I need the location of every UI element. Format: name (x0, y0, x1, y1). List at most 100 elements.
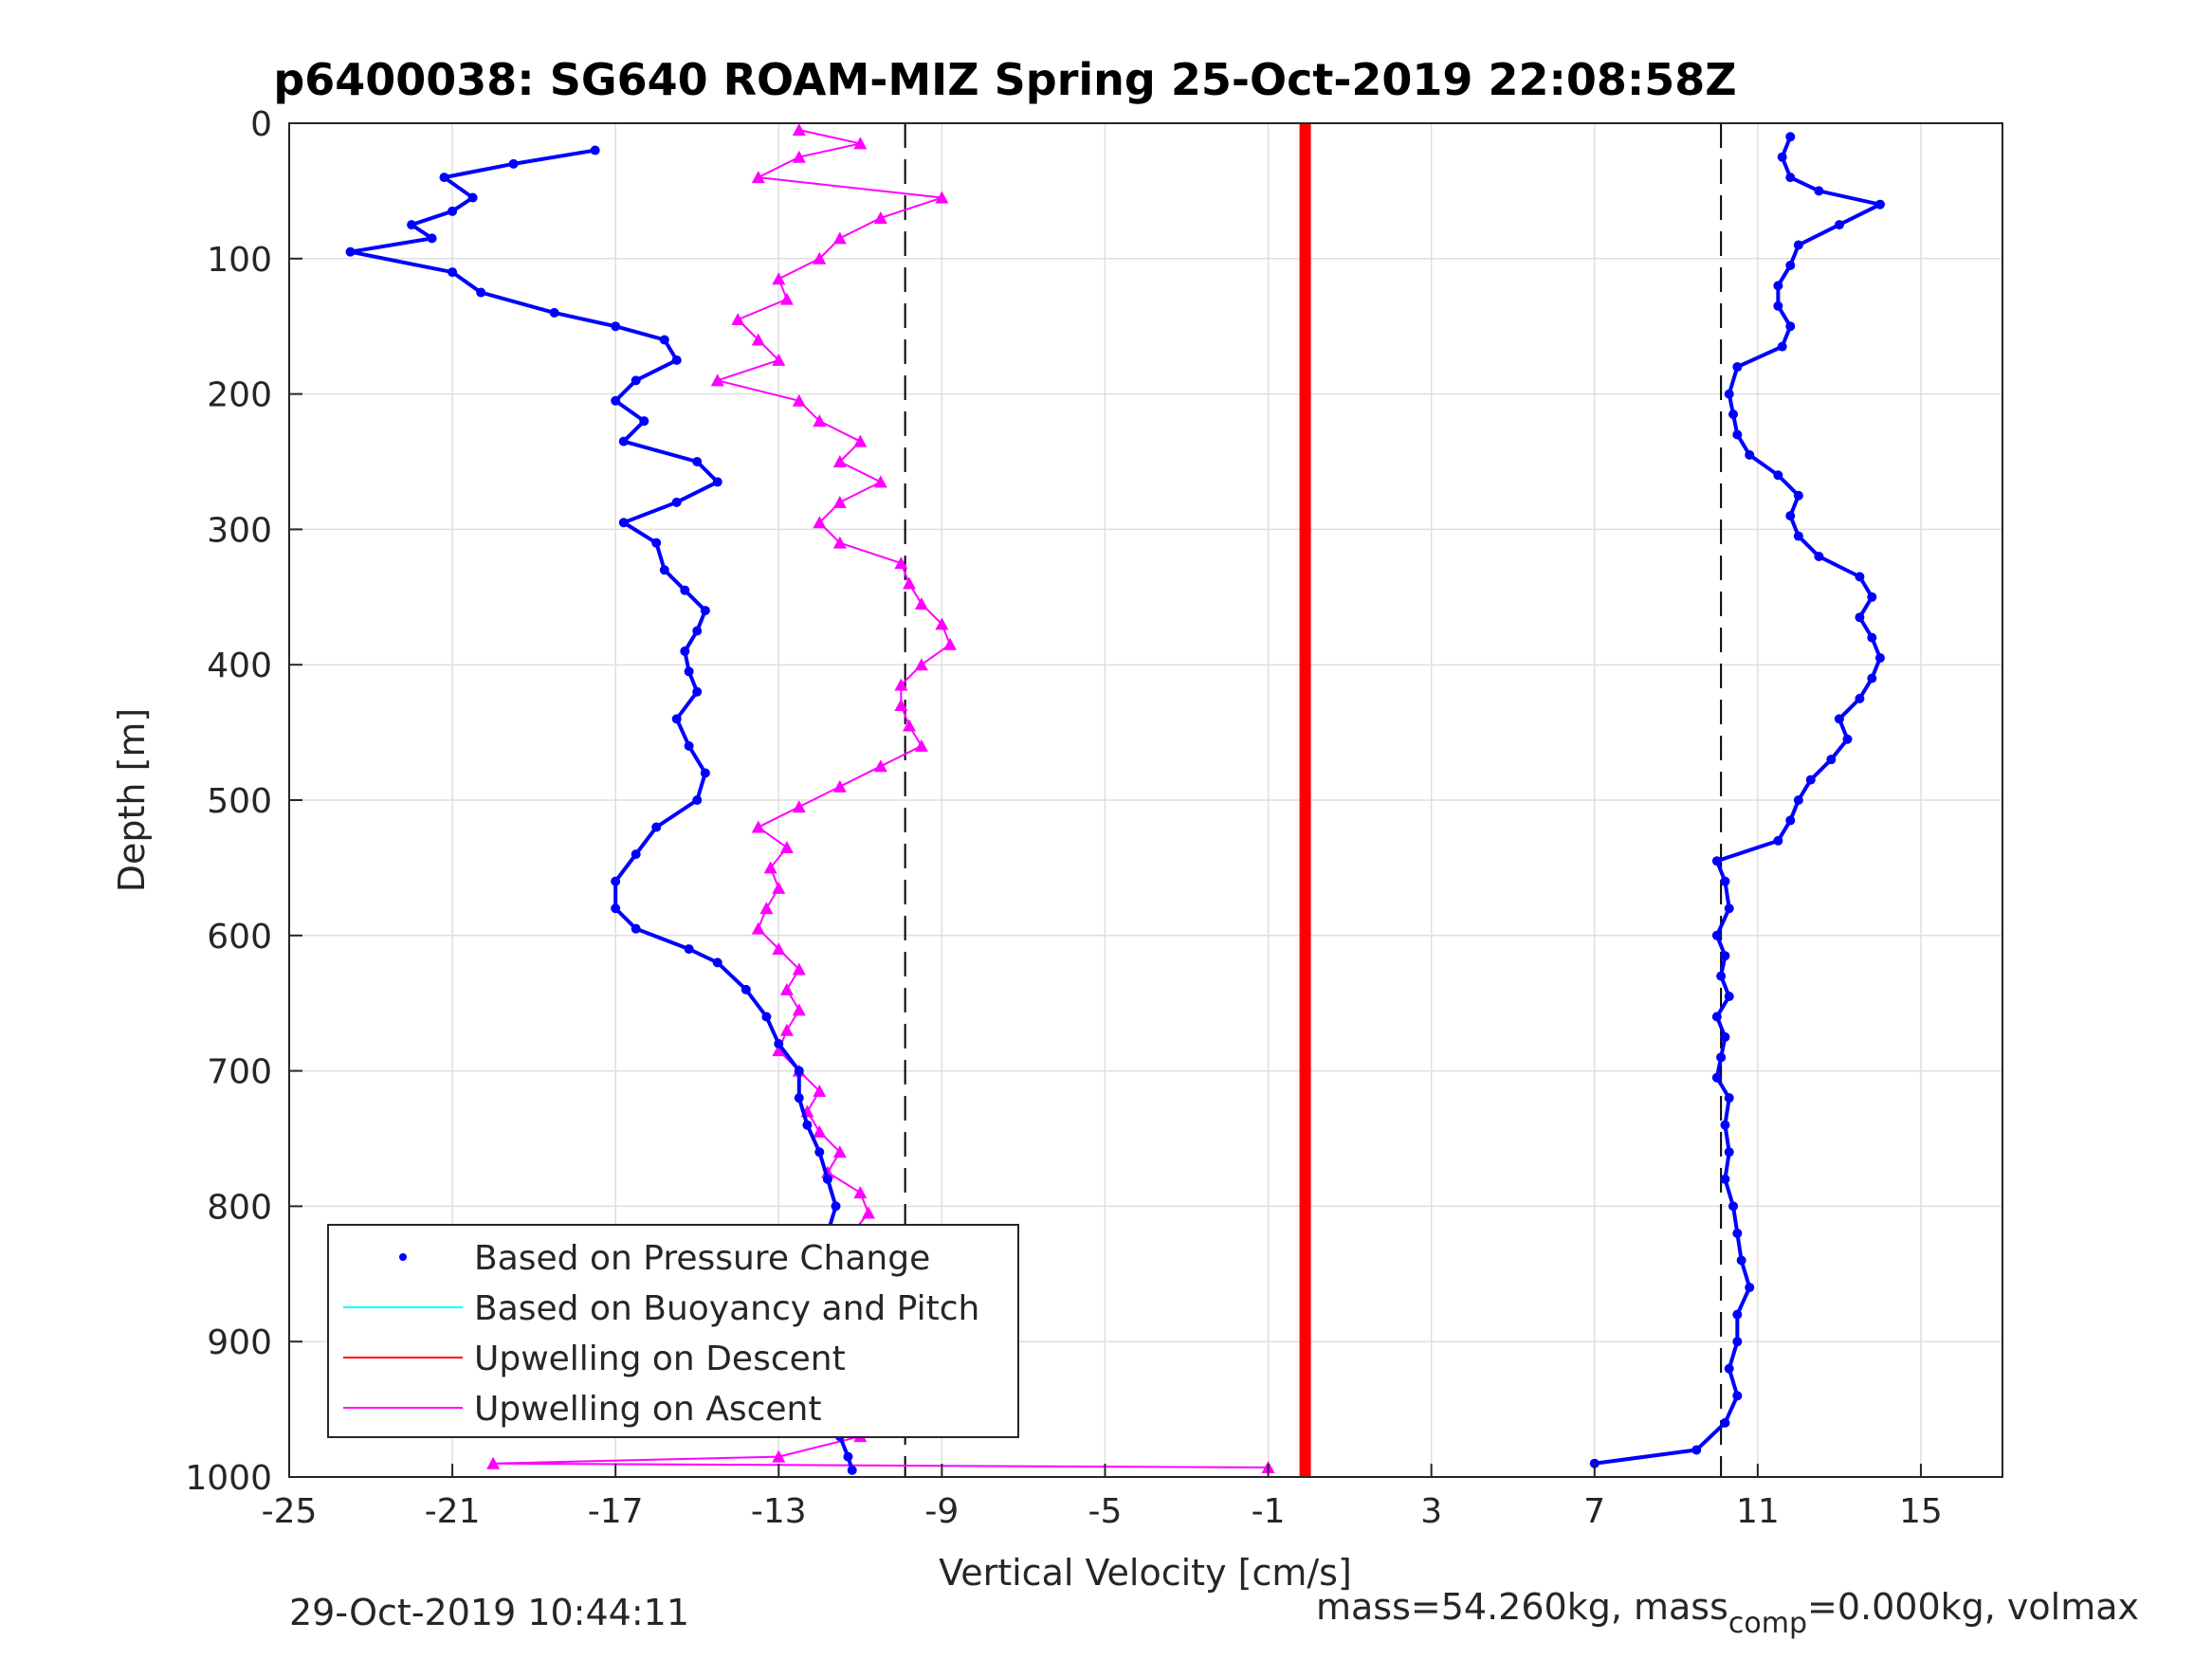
pressure-ascent-point (1785, 511, 1796, 521)
upwelling-ascent-point (853, 434, 868, 447)
y-tick-label: 200 (207, 376, 272, 415)
legend-box (327, 1224, 1019, 1438)
pressure-descent-point (439, 173, 449, 183)
upwelling-ascent-point (820, 1165, 834, 1178)
upwelling-ascent-point (751, 333, 765, 346)
x-tick-label: -13 (751, 1492, 807, 1531)
x-tick-label: -17 (588, 1492, 644, 1531)
pressure-descent-point (651, 538, 662, 548)
pressure-descent-point (761, 1012, 772, 1022)
pressure-ascent-point (1826, 755, 1837, 765)
pressure-ascent-point (1691, 1445, 1702, 1455)
pressure-ascent-point (1834, 714, 1844, 724)
upwelling-ascent-point (832, 536, 847, 549)
pressure-ascent-point (1724, 903, 1734, 914)
pressure-descent-point (692, 626, 703, 636)
pressure-descent-point (448, 206, 458, 216)
pressure-ascent-point (1720, 1120, 1730, 1130)
upwelling-ascent-point (935, 617, 949, 630)
pressure-descent-point (639, 416, 649, 427)
x-tick-label: -9 (924, 1492, 959, 1531)
upwelling-ascent-point (914, 658, 928, 671)
pressure-descent-point (794, 1066, 804, 1076)
pressure-ascent-point (1732, 362, 1743, 373)
pressure-ascent-point (1793, 795, 1803, 805)
pressure-ascent-point (1745, 1283, 1755, 1293)
legend-label: Upwelling on Descent (474, 1340, 846, 1378)
pressure-ascent-point (1711, 1012, 1722, 1022)
pressure-ascent-point (1589, 1458, 1600, 1468)
pressure-ascent-point (1711, 930, 1722, 940)
upwelling-ascent-point (853, 137, 868, 150)
legend-label: Based on Pressure Change (474, 1239, 930, 1278)
pressure-descent-point (802, 1120, 813, 1130)
pressure-ascent-point (1773, 835, 1783, 846)
upwelling-ascent-point (832, 231, 847, 245)
upwelling-ascent-point (763, 861, 777, 874)
upwelling-ascent-point (914, 596, 928, 610)
pressure-descent-point (831, 1201, 841, 1212)
upwelling-ascent-point (792, 123, 806, 137)
y-tick-label: 800 (207, 1188, 272, 1227)
upwelling-ascent-point (914, 738, 928, 752)
upwelling-ascent-point (813, 251, 827, 264)
upwelling-ascent-point (832, 1145, 847, 1158)
pressure-descent-point (684, 740, 694, 751)
upwelling-ascent-point (772, 1044, 786, 1057)
upwelling-ascent-point (853, 1186, 868, 1199)
pressure-ascent-point (1785, 260, 1796, 270)
x-tick-label: -21 (425, 1492, 481, 1531)
pressure-ascent-point (1732, 1228, 1743, 1238)
pressure-descent-point (631, 375, 641, 386)
upwelling-ascent-point (759, 902, 774, 915)
x-tick-labels: -25 -21 -17 -13 -9 -5 -1 3 7 11 15 (262, 1464, 1943, 1531)
legend: Based on Pressure Change Based on Buoyanc… (327, 1224, 1019, 1438)
upwelling-ascent-point (792, 962, 806, 975)
upwelling-ascent-point (873, 759, 887, 773)
pressure-ascent-point (1724, 1147, 1734, 1158)
y-tick-label: 500 (207, 782, 272, 821)
upwelling-ascent-point (751, 820, 765, 833)
upwelling-ascent-point (731, 313, 745, 326)
legend-label: Based on Buoyancy and Pitch (474, 1289, 979, 1328)
pressure-ascent-point (1732, 1309, 1743, 1320)
pressure-ascent-point (1720, 1031, 1730, 1042)
pressure-descent-point (476, 287, 486, 298)
pressure-ascent-point (1732, 1391, 1743, 1401)
pressure-descent-point (427, 233, 437, 244)
pressure-ascent-point (1728, 410, 1739, 420)
upwelling-ascent-point (486, 1456, 501, 1469)
upwelling-descent-line (1299, 123, 1311, 1477)
pressure-ascent-point (1842, 734, 1853, 744)
upwelling-ascent-point (942, 637, 957, 650)
pressure-descent-point (345, 246, 356, 257)
pressure-descent-point (712, 477, 722, 487)
pressure-ascent-point (1867, 592, 1877, 602)
timestamp: 29-Oct-2019 10:44:11 (289, 1592, 689, 1633)
x-tick-label: 11 (1736, 1492, 1780, 1531)
upwelling-ascent-point (772, 942, 786, 956)
pressure-ascent-point (1728, 1201, 1739, 1212)
pressure-ascent-point (1874, 199, 1885, 210)
pressure-descent-point (508, 158, 519, 169)
upwelling-ascent-point (894, 699, 908, 712)
pressure-descent-point (659, 335, 669, 345)
upwelling-ascent-point (832, 779, 847, 793)
upwelling-ascent-point (792, 800, 806, 813)
pressure-descent-point (631, 849, 641, 860)
pressure-descent-point (618, 518, 629, 528)
pressure-descent-point (407, 220, 417, 230)
pressure-ascent-point (1814, 551, 1824, 561)
upwelling-ascent-point (792, 393, 806, 407)
pressure-descent-point (774, 1039, 784, 1049)
pressure-descent-point (684, 666, 694, 677)
pressure-descent-point (671, 714, 682, 724)
upwelling-ascent-point (751, 921, 765, 935)
upwelling-ascent-point (813, 1085, 827, 1098)
upwelling-ascent-point (772, 881, 786, 894)
upwelling-ascent-point (813, 1124, 827, 1138)
x-tick-label: 15 (1899, 1492, 1943, 1531)
upwelling-ascent-point (772, 1449, 786, 1463)
pressure-descent-point (740, 984, 751, 994)
x-tick-label: -25 (262, 1492, 318, 1531)
